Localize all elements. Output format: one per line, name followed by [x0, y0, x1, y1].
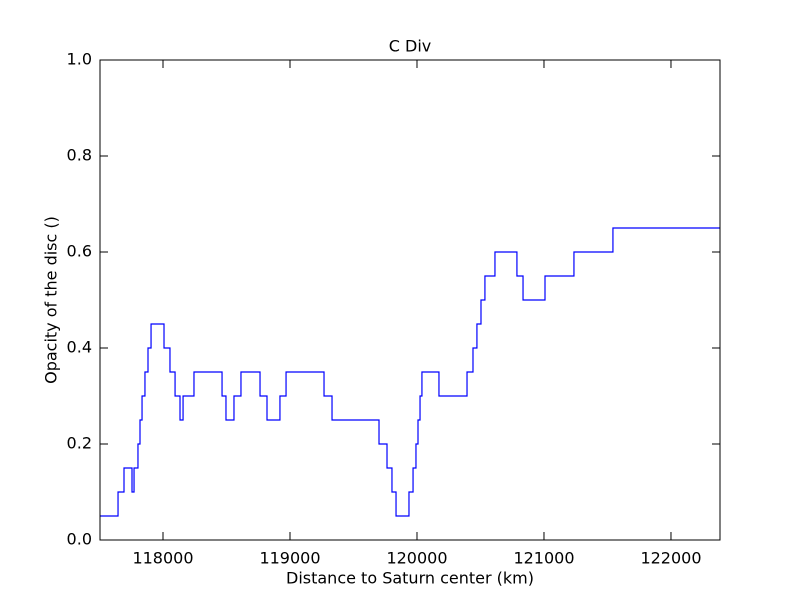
x-tick-label: 118000	[132, 549, 193, 568]
plot-frame	[99, 59, 721, 541]
data-line	[100, 227, 720, 517]
x-tick-label: 119000	[259, 549, 320, 568]
x-tick-label: 122000	[640, 549, 701, 568]
y-tick-label: 0.0	[67, 530, 92, 549]
y-tick-label: 0.6	[67, 242, 92, 261]
x-tick-label: 120000	[386, 549, 447, 568]
y-tick-label: 0.2	[67, 434, 92, 453]
y-tick-label: 0.8	[67, 146, 92, 165]
y-tick-label: 0.4	[67, 338, 92, 357]
chart-title: C Div	[389, 37, 432, 56]
x-axis-label: Distance to Saturn center (km)	[286, 569, 534, 588]
x-tick-label: 121000	[513, 549, 574, 568]
y-tick-label: 1.0	[67, 50, 92, 69]
y-axis-label: Opacity of the disc ()	[42, 216, 61, 384]
